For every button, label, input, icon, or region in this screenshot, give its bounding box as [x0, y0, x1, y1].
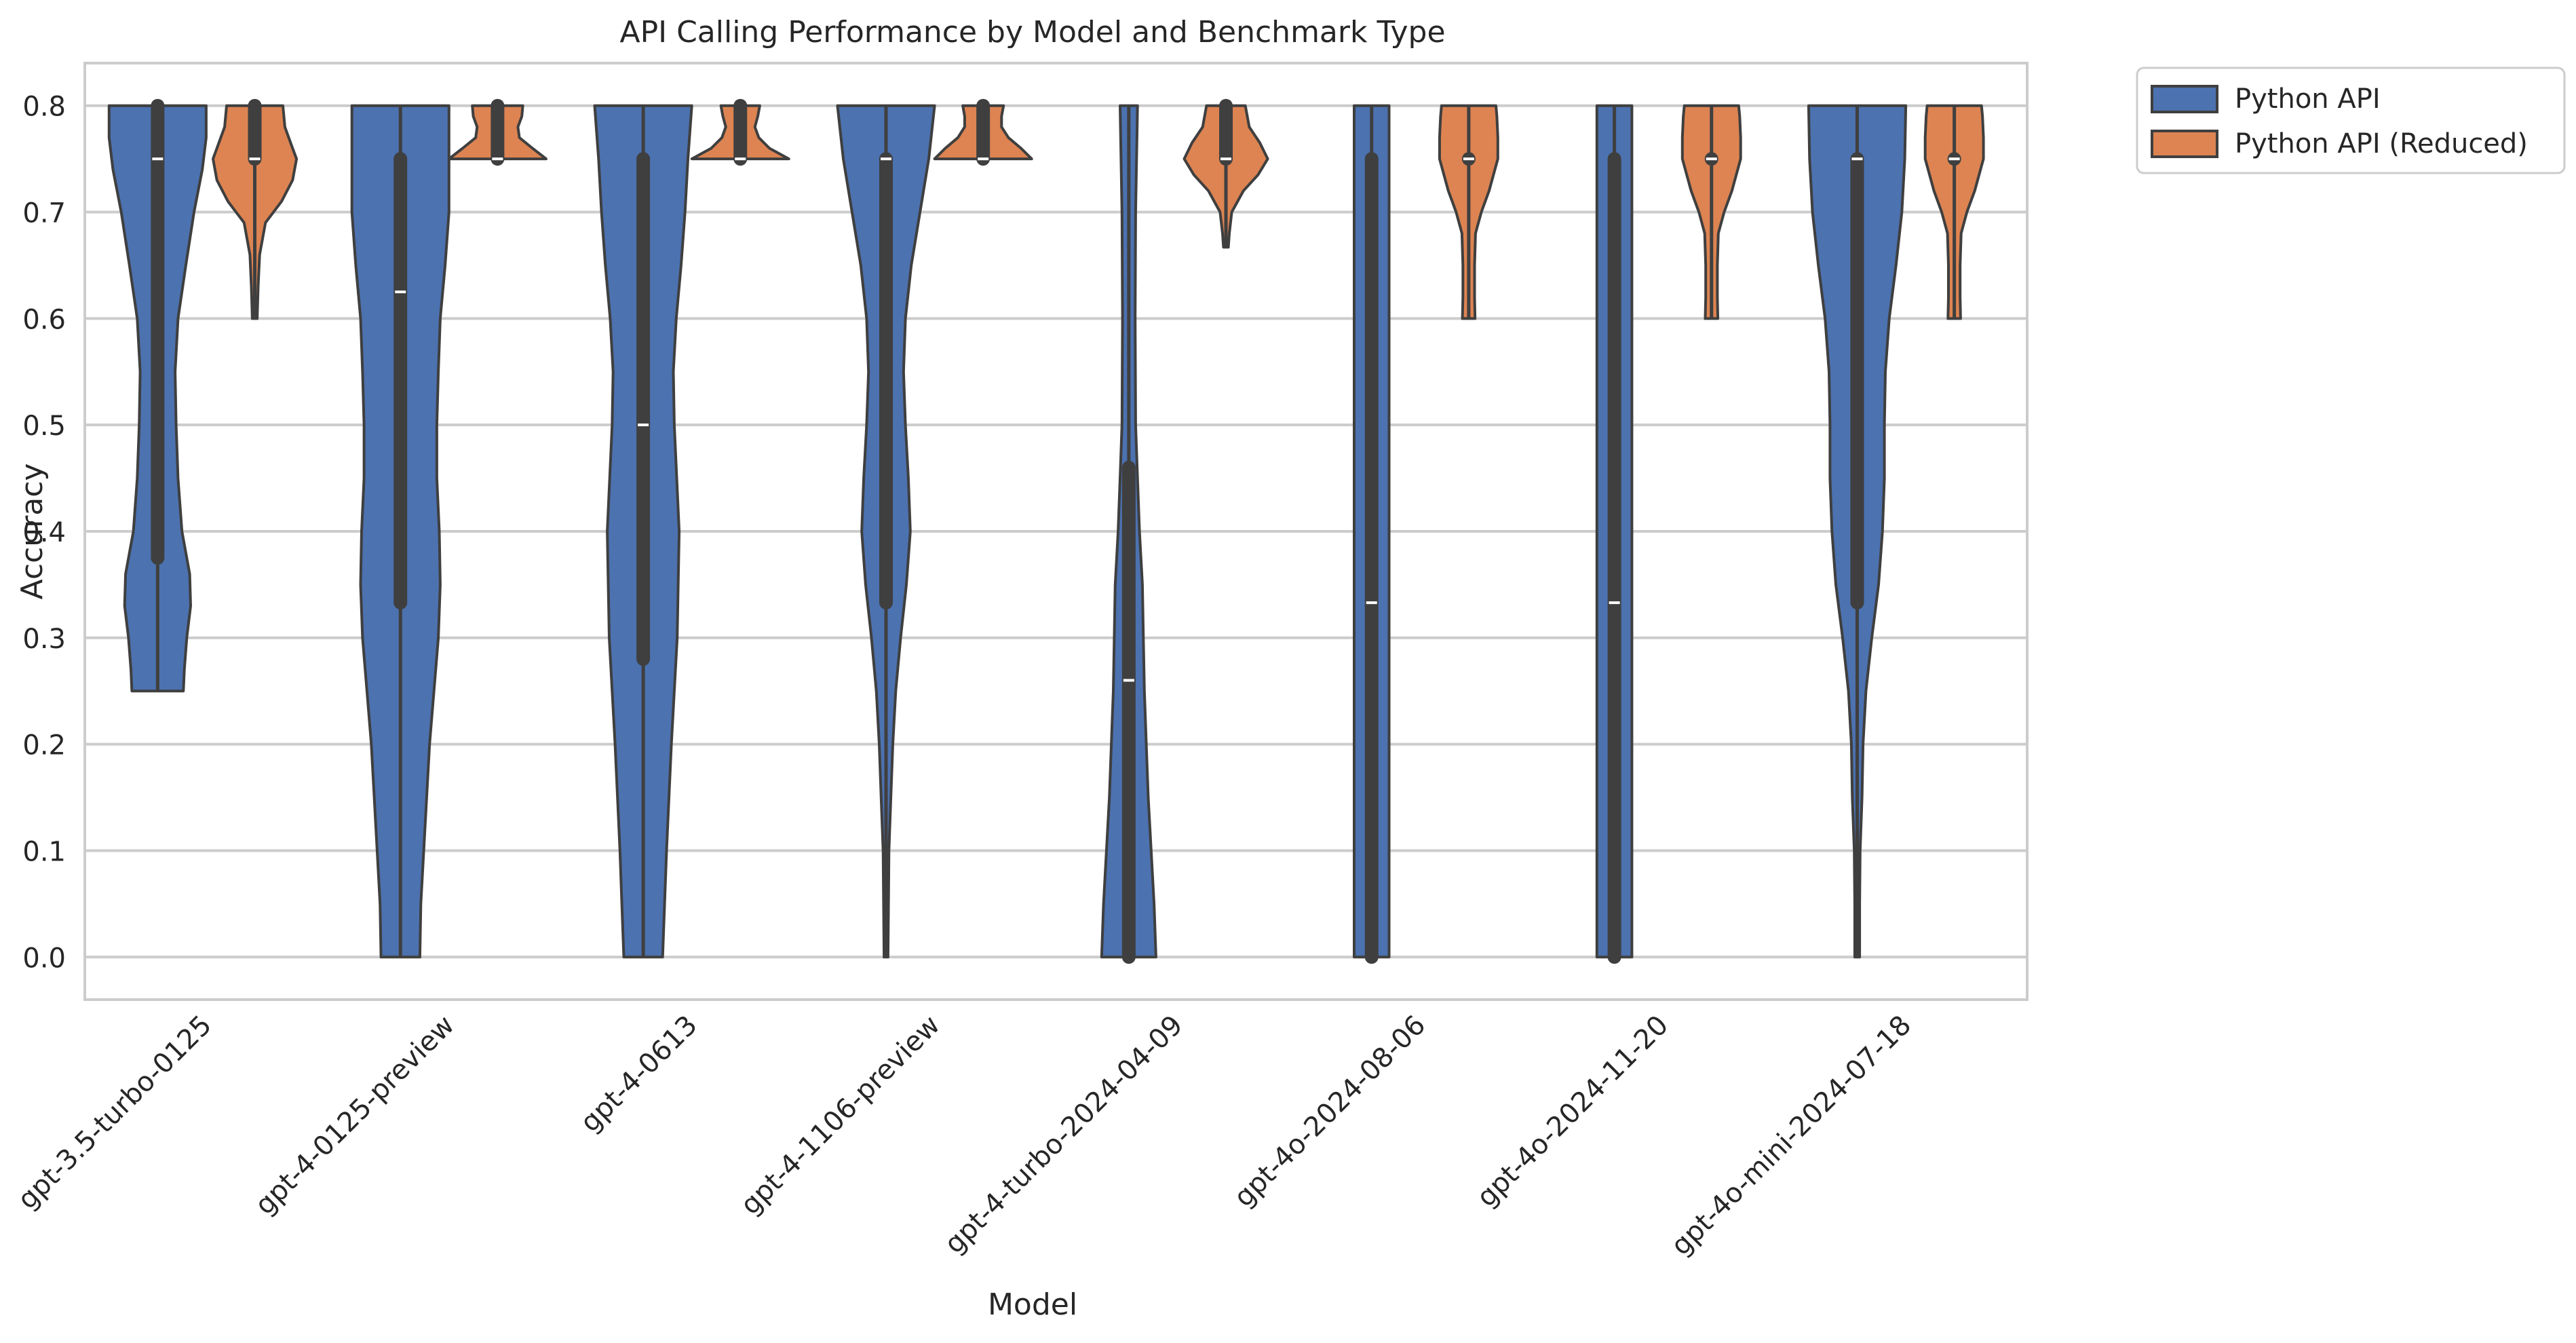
violins	[107, 98, 1985, 964]
legend-swatch	[2151, 85, 2218, 113]
y-tick-labels: 0.0 0.1 0.2 0.3 0.4 0.5 0.6 0.7 0.8	[22, 92, 66, 975]
legend-swatch	[2151, 130, 2218, 158]
y-tick-label: 0.4	[22, 517, 66, 548]
legend: Python API Python API (Reduced)	[2136, 67, 2566, 174]
y-tick-label: 0.7	[22, 198, 66, 229]
chart-title: API Calling Performance by Model and Ben…	[619, 15, 1445, 50]
y-axis-label: Accuracy	[15, 464, 50, 600]
y-tick-label: 0.8	[22, 92, 66, 123]
y-tick-label: 0.5	[22, 411, 66, 442]
y-tick-label: 0.3	[22, 624, 66, 655]
legend-label: Python API (Reduced)	[2235, 128, 2528, 159]
legend-label: Python API	[2235, 83, 2381, 115]
y-tick-label: 0.2	[22, 730, 66, 761]
legend-box	[2136, 67, 2566, 174]
y-tick-label: 0.1	[22, 836, 66, 867]
plot-frame	[83, 62, 2029, 1001]
y-tick-label: 0.0	[22, 943, 66, 974]
x-axis-label: Model	[988, 1287, 1077, 1322]
y-tick-label: 0.6	[22, 304, 66, 335]
